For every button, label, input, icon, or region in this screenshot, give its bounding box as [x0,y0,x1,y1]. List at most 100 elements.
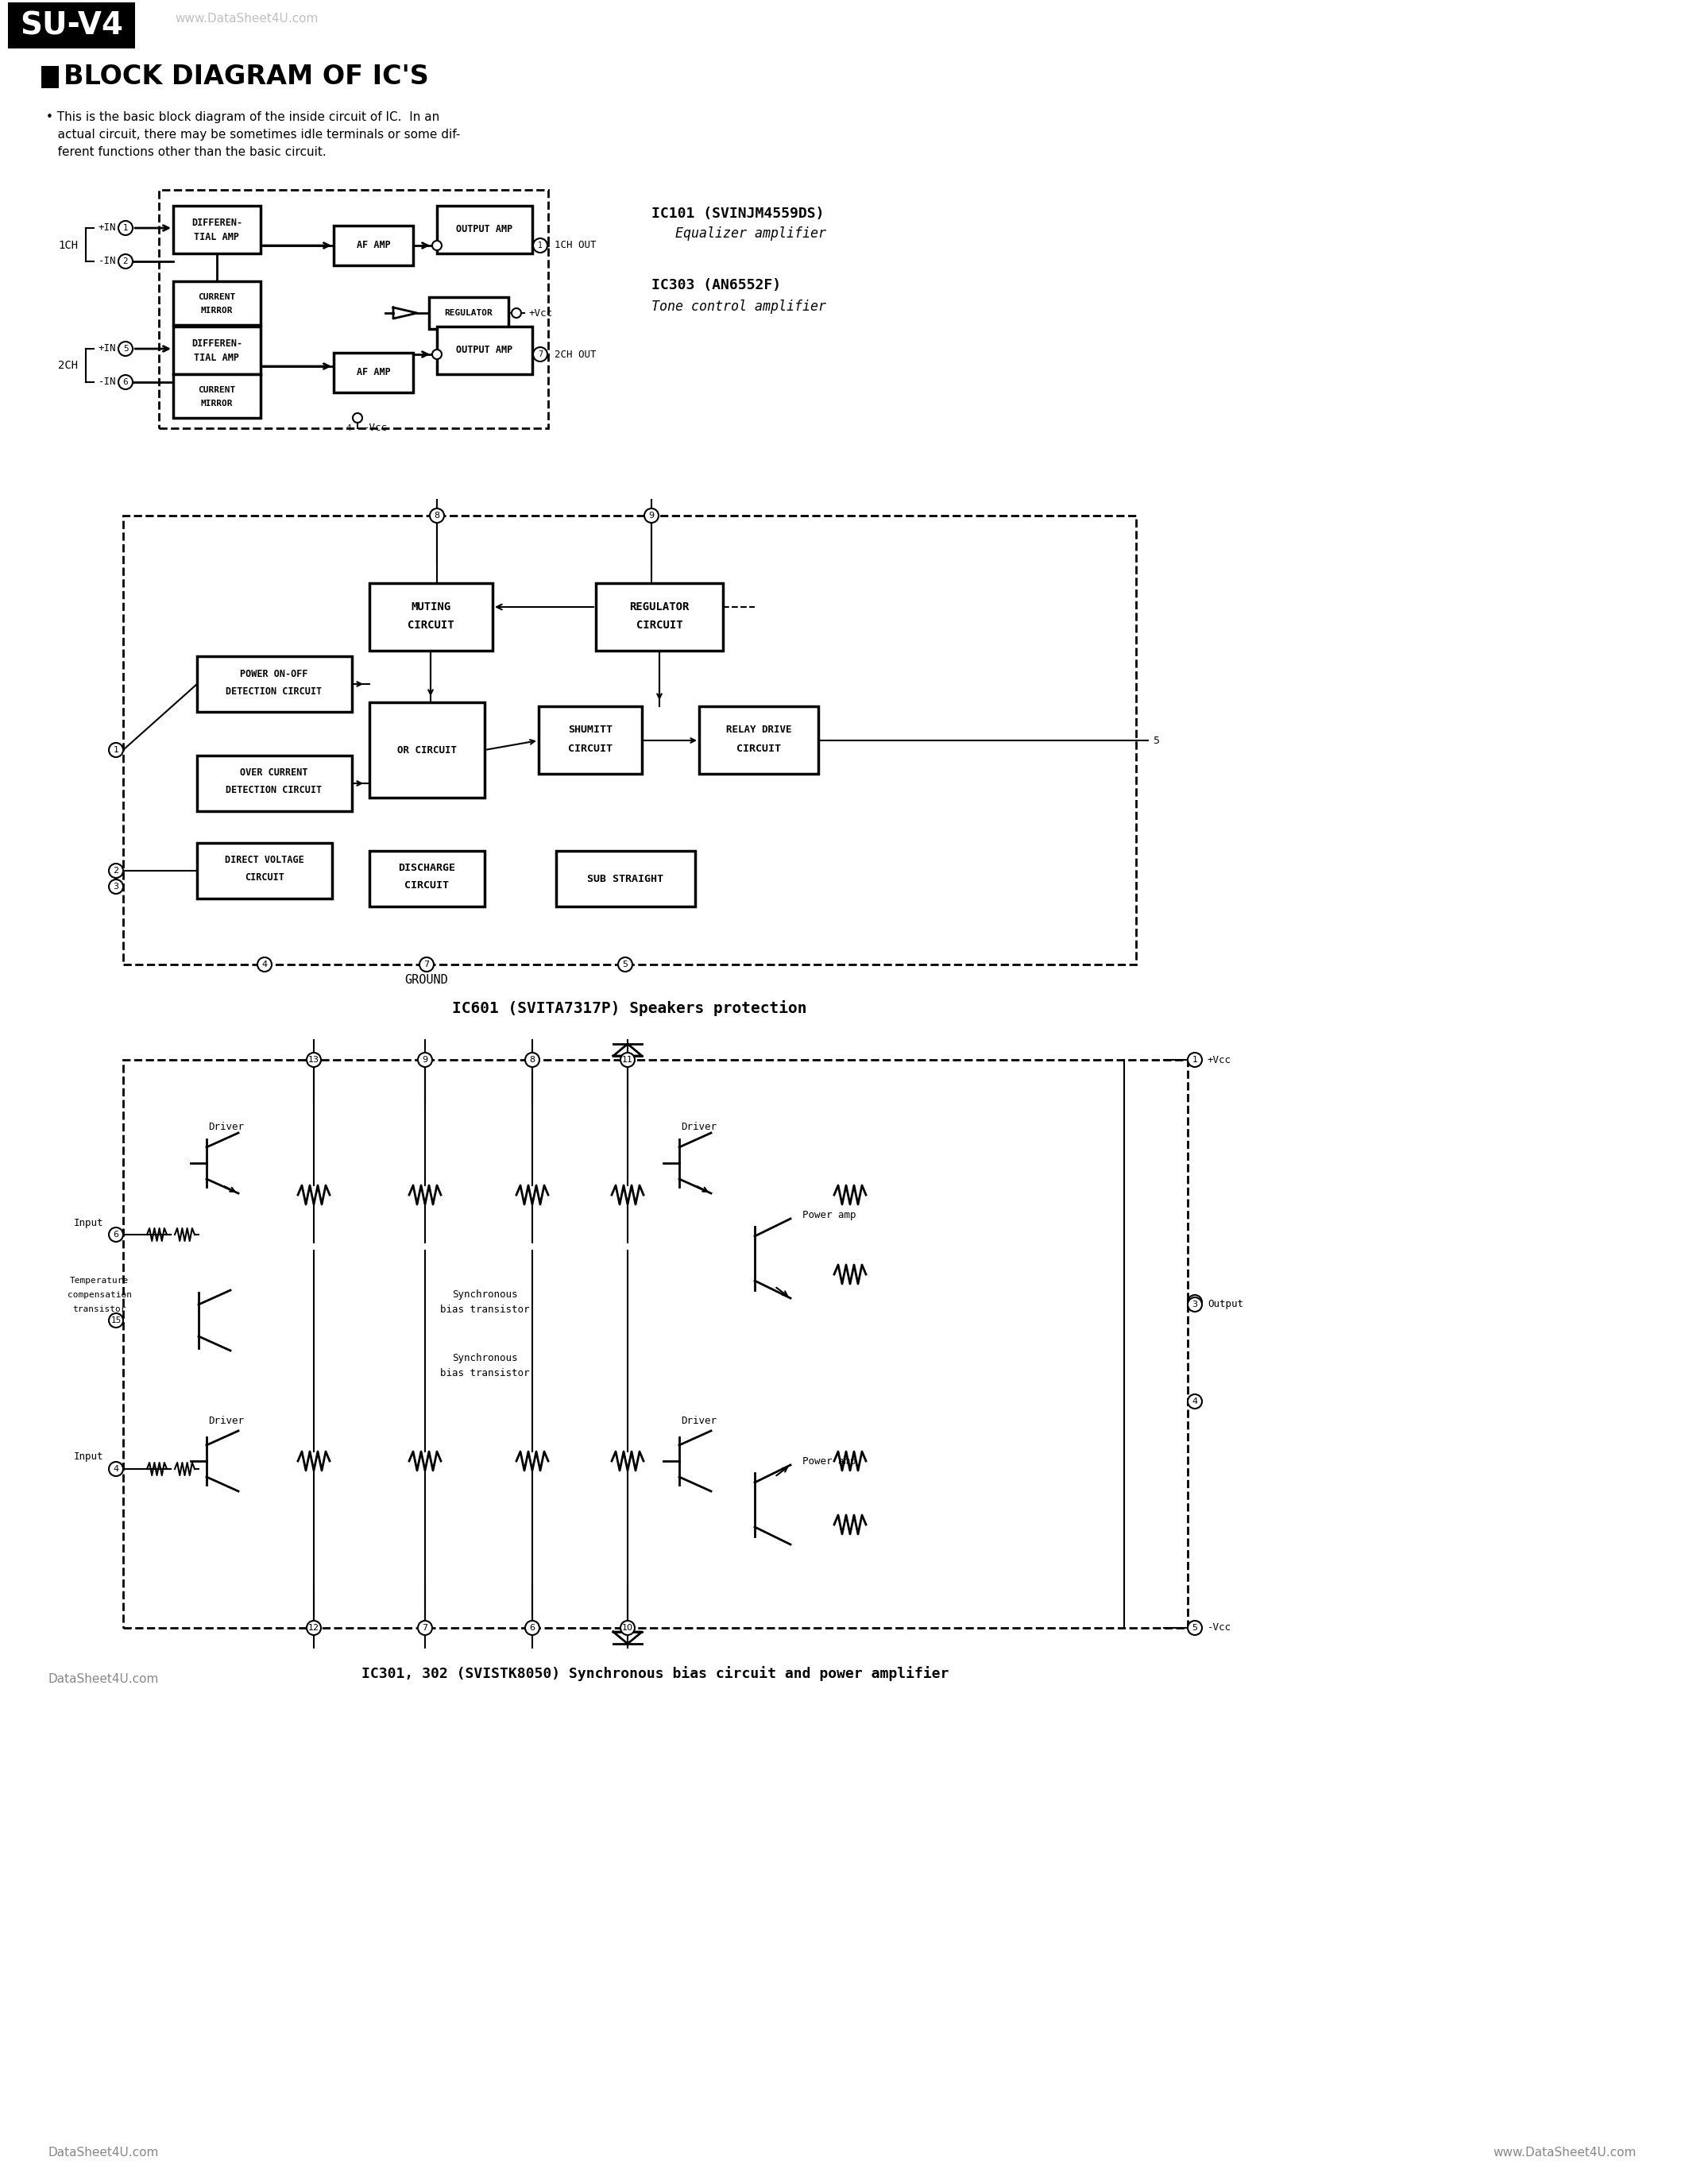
Text: 3: 3 [1192,1299,1198,1308]
Text: 7: 7 [424,961,429,968]
Text: BLOCK DIAGRAM OF IC'S: BLOCK DIAGRAM OF IC'S [64,63,429,90]
Text: 4: 4 [346,424,351,432]
Bar [699,705,817,773]
Text: Power amp: Power amp [802,1210,856,1221]
Circle shape [525,1053,539,1068]
Text: 4: 4 [262,961,267,968]
Circle shape [108,1227,123,1243]
Circle shape [1187,1393,1203,1409]
Text: 2CH: 2CH [57,360,78,371]
Text: 11: 11 [622,1055,633,1064]
Bar [123,1059,1187,1627]
Text: 1: 1 [113,747,118,753]
Text: 3: 3 [113,882,118,891]
Text: MIRROR: MIRROR [201,306,233,314]
Text: • This is the basic block diagram of the inside circuit of IC.  In an: • This is the basic block diagram of the… [46,111,439,122]
Circle shape [620,1053,635,1068]
Text: MIRROR: MIRROR [201,400,233,408]
Bar [174,205,260,253]
Bar [437,328,532,373]
Circle shape [417,1053,432,1068]
Text: 2CH OUT: 2CH OUT [554,349,596,360]
Text: 8: 8 [529,1055,535,1064]
Text: AF AMP: AF AMP [356,367,390,378]
Text: 6: 6 [123,378,128,387]
Text: 4: 4 [113,1465,118,1472]
Circle shape [1187,1621,1203,1636]
Text: OUTPUT AMP: OUTPUT AMP [456,225,513,234]
Text: DIFFEREN-: DIFFEREN- [191,339,242,349]
Bar [596,583,723,651]
Circle shape [432,349,443,358]
Text: 13: 13 [309,1055,319,1064]
Bar [174,373,260,417]
Text: 5: 5 [623,961,628,968]
Text: 1CH: 1CH [57,240,78,251]
Bar [370,852,485,906]
Circle shape [108,1313,123,1328]
Text: Power amp: Power amp [802,1457,856,1465]
Text: actual circuit, there may be sometimes idle terminals or some dif-: actual circuit, there may be sometimes i… [46,129,459,140]
Text: TIAL AMP: TIAL AMP [194,354,240,363]
Text: REGULATOR: REGULATOR [444,310,493,317]
Text: CIRCUIT: CIRCUIT [404,880,449,891]
Text: +Vcc: +Vcc [1208,1055,1231,1066]
Text: bias transistor: bias transistor [439,1304,529,1315]
Text: 2: 2 [113,867,118,876]
Text: OVER CURRENT: OVER CURRENT [240,769,307,778]
Text: 2: 2 [1192,1297,1198,1306]
Text: 5: 5 [1192,1625,1198,1631]
Text: Temperature: Temperature [69,1278,128,1284]
Text: 7: 7 [537,349,542,358]
Text: IC101 (SVINJM4559DS): IC101 (SVINJM4559DS) [652,207,824,221]
Text: 1: 1 [123,225,128,232]
Circle shape [525,1621,539,1636]
Text: compensation: compensation [68,1291,132,1299]
Text: Driver: Driver [681,1415,718,1426]
Circle shape [1187,1297,1203,1313]
Circle shape [307,1621,321,1636]
Text: DataSheet4U.com: DataSheet4U.com [47,2147,159,2158]
Text: CIRCUIT: CIRCUIT [568,743,613,753]
Text: Equalizer amplifier: Equalizer amplifier [676,227,826,240]
Circle shape [118,253,133,269]
Text: Input: Input [74,1452,103,1463]
Text: 10: 10 [622,1625,633,1631]
Bar [370,583,493,651]
Text: IC303 (AN6552F): IC303 (AN6552F) [652,277,780,293]
Text: Tone control amplifier: Tone control amplifier [652,299,826,314]
Text: Driver: Driver [681,1123,718,1133]
Bar [198,655,351,712]
Bar [174,328,260,373]
Circle shape [644,509,659,522]
Text: -Vcc: -Vcc [1208,1623,1231,1634]
Bar [334,354,414,393]
Text: www.DataSheet4U.com: www.DataSheet4U.com [174,13,318,24]
Text: 5: 5 [1154,736,1160,745]
Text: DETECTION CIRCUIT: DETECTION CIRCUIT [226,686,323,697]
Text: CURRENT: CURRENT [198,293,236,301]
Circle shape [353,413,361,424]
Circle shape [307,1053,321,1068]
Text: Synchronous: Synchronous [453,1289,517,1299]
Text: 4: 4 [1192,1398,1198,1406]
Text: ferent functions other than the basic circuit.: ferent functions other than the basic ci… [46,146,326,157]
Text: MUTING: MUTING [410,601,451,612]
Circle shape [432,240,443,251]
Bar [198,756,351,810]
Text: CIRCUIT: CIRCUIT [407,620,454,631]
Text: CIRCUIT: CIRCUIT [245,874,284,882]
Circle shape [118,376,133,389]
Text: Driver: Driver [208,1415,245,1426]
Bar [159,190,549,428]
Text: 1: 1 [537,242,542,249]
Text: POWER ON-OFF: POWER ON-OFF [240,668,307,679]
Circle shape [108,880,123,893]
Text: 6: 6 [113,1230,118,1238]
Circle shape [108,863,123,878]
Text: Input: Input [74,1216,103,1227]
Bar [123,515,1137,965]
Text: bias transistor: bias transistor [439,1369,529,1378]
Circle shape [118,341,133,356]
Text: TIAL AMP: TIAL AMP [194,232,240,242]
